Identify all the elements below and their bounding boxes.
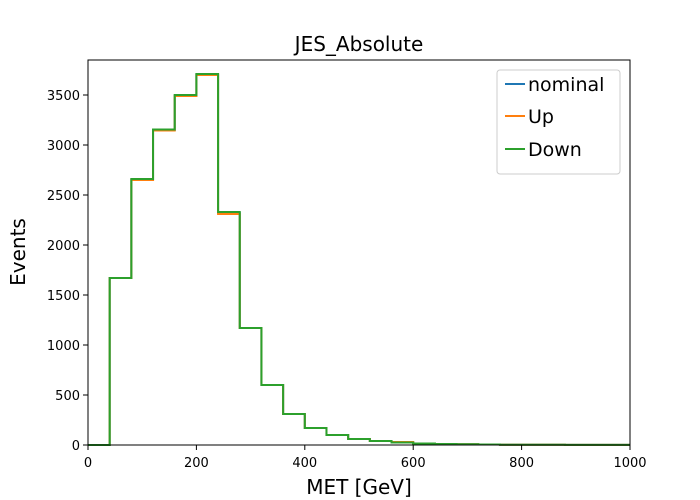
legend-label-up: Up [528,106,554,128]
y-axis-title: Events [6,218,30,286]
y-tick-label: 1000 [47,339,80,354]
plot-frame [87,59,631,446]
y-tick-label: 500 [55,389,80,404]
x-tick-label: 1000 [613,456,646,471]
y-tick-label: 3000 [47,139,80,154]
y-tick-label: 2500 [47,189,80,204]
x-tick-label: 0 [84,456,92,471]
ticks-layer: 0 200 400 600 800 1000 0 500 1000 1500 2000 2500 300… [47,89,647,471]
x-axis-title: MET [GeV] [306,475,412,499]
x-tick-label: 400 [292,456,317,471]
y-tick-label: 3500 [47,89,80,104]
y-tick-label: 2000 [47,239,80,254]
chart-title: JES_Absolute [293,32,424,56]
x-tick-label: 200 [184,456,209,471]
y-tick-label: 0 [72,439,80,454]
x-tick-label: 600 [401,456,426,471]
x-tick-label: 800 [509,456,534,471]
legend-box [496,69,621,175]
legend-label-nominal: nominal [528,74,604,96]
legend: nominal Up Down [496,69,621,175]
y-tick-label: 1500 [47,289,80,304]
legend-label-down: Down [528,139,582,161]
